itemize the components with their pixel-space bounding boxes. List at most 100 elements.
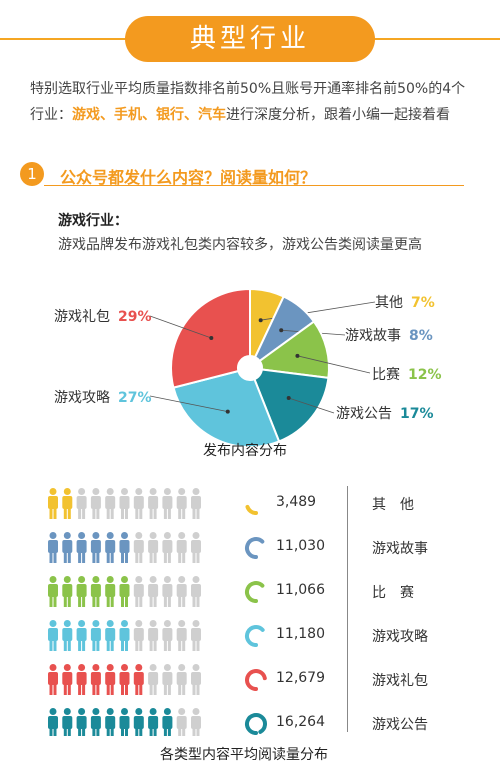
person-icon <box>133 708 144 736</box>
section-header: 1 公众号都发什么内容？阅读量如何？ <box>20 162 480 188</box>
person-icon <box>191 708 201 736</box>
person-icon <box>176 576 187 607</box>
pie-caption: 发布内容分布 <box>203 443 287 459</box>
person-icon <box>133 664 144 695</box>
person-icon <box>119 576 130 607</box>
person-icon <box>48 488 58 519</box>
pie-pct: 7% <box>411 295 435 311</box>
pie-pct: 12% <box>408 367 442 383</box>
person-icon <box>119 532 130 563</box>
industry-heading: 游戏行业： <box>58 213 128 229</box>
person-icon <box>176 664 187 695</box>
person-icon <box>162 664 173 695</box>
pie-pct: 29% <box>118 309 152 325</box>
person-icon <box>90 488 101 519</box>
person-icon <box>119 708 130 736</box>
ring-arc <box>245 625 265 647</box>
reading-rings <box>245 504 267 735</box>
person-icon <box>148 488 159 519</box>
person-icon <box>162 576 173 607</box>
person-icon <box>48 576 58 607</box>
pie-leader-line <box>149 395 228 413</box>
person-icon <box>133 532 144 563</box>
row-label: 其 他 <box>372 497 414 513</box>
person-icon <box>176 532 187 563</box>
person-icon <box>62 488 73 519</box>
row-label: 游戏攻略 <box>372 629 428 645</box>
person-icon <box>191 488 201 519</box>
person-icon <box>148 532 159 563</box>
pie-leader-dot <box>295 353 300 358</box>
person-icon <box>48 620 58 651</box>
pie-slice <box>172 369 281 448</box>
person-icon <box>76 532 87 563</box>
person-icon <box>90 576 101 607</box>
person-icon <box>133 576 144 607</box>
person-icon <box>62 664 73 695</box>
person-icon <box>90 532 101 563</box>
ring-arc <box>245 669 267 691</box>
intro-suffix: 进行深度分析，跟着小编一起接着看 <box>226 107 450 123</box>
person-icon <box>148 576 159 607</box>
person-icon <box>90 620 101 651</box>
pie-label-text: 其他 <box>375 295 403 311</box>
person-icon <box>133 620 144 651</box>
pie-label-strategy: 游戏攻略 27% <box>54 387 152 407</box>
pie-leader-line <box>288 397 335 414</box>
person-icon <box>105 488 116 519</box>
person-icon <box>105 664 116 695</box>
person-icon <box>176 708 187 736</box>
person-icon <box>162 488 173 519</box>
pie-pct: 17% <box>400 406 434 422</box>
pie-pct: 8% <box>409 328 433 344</box>
person-icon <box>162 708 173 736</box>
ring-arc <box>245 504 258 515</box>
row-value: 11,030 <box>276 538 325 554</box>
industry-description: 游戏品牌发布游戏礼包类内容较多，游戏公告类阅读量更高 <box>58 237 422 253</box>
person-icon <box>105 576 116 607</box>
pie-leader-dot <box>279 328 284 333</box>
row-value: 11,066 <box>276 582 325 598</box>
person-icon <box>62 708 73 736</box>
pie-leader-dot <box>209 335 214 340</box>
person-icon <box>62 532 73 563</box>
pie-leader-dot <box>258 318 263 323</box>
person-icon <box>62 620 73 651</box>
pie-label-story: 游戏故事 8% <box>345 325 433 345</box>
person-icon <box>119 664 130 695</box>
pie-leader-line <box>297 355 371 374</box>
person-icon <box>48 532 58 563</box>
row-value: 16,264 <box>276 714 325 730</box>
intro-text: 特别选取行业平均质量指数排名前50%且账号开通率排名前50%的4个 行业：游戏、… <box>30 76 480 128</box>
person-icon <box>119 488 130 519</box>
person-icon <box>191 576 201 607</box>
person-icon <box>176 620 187 651</box>
person-icon <box>176 488 187 519</box>
pie-label-text: 游戏攻略 <box>54 390 110 406</box>
people-caption: 各类型内容平均阅读量分布 <box>160 747 328 763</box>
person-icon <box>105 532 116 563</box>
person-icon <box>119 620 130 651</box>
person-icon <box>76 576 87 607</box>
pie-label-notice: 游戏公告 17% <box>336 403 434 423</box>
intro-prefix: 行业： <box>30 107 72 123</box>
row-value: 12,679 <box>276 670 325 686</box>
pie-pct: 27% <box>118 390 152 406</box>
person-icon <box>162 620 173 651</box>
ring-arc <box>245 581 265 603</box>
row-label: 游戏礼包 <box>372 673 428 689</box>
row-label: 游戏公告 <box>372 717 428 733</box>
person-icon <box>90 664 101 695</box>
ring-arc <box>245 537 265 559</box>
section-title: 公众号都发什么内容？阅读量如何？ <box>60 168 317 187</box>
section-underline <box>44 185 464 186</box>
pie-label-gift: 游戏礼包 29% <box>54 306 152 326</box>
person-icon <box>90 708 101 736</box>
person-icon <box>76 620 87 651</box>
pie-label-text: 比赛 <box>372 367 400 383</box>
person-icon <box>48 708 58 736</box>
row-label: 比 赛 <box>372 585 414 601</box>
person-icon <box>48 664 58 695</box>
intro-line-1: 特别选取行业平均质量指数排名前50%且账号开通率排名前50%的4个 <box>30 81 466 97</box>
person-icon <box>148 620 159 651</box>
